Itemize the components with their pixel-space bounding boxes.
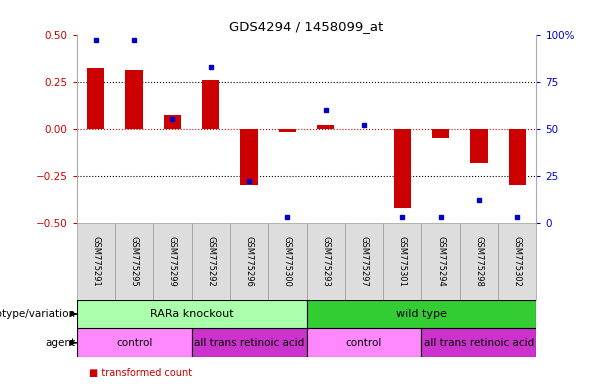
Bar [383,223,422,300]
Bar [126,70,143,129]
Bar [317,125,334,129]
Bar [432,129,449,138]
Bar [345,223,383,300]
Text: GSM775302: GSM775302 [512,236,522,286]
Text: RARa knockout: RARa knockout [150,309,234,319]
Text: all trans retinoic acid: all trans retinoic acid [424,338,534,348]
Text: genotype/variation: genotype/variation [0,309,76,319]
Bar [191,328,306,357]
Text: all trans retinoic acid: all trans retinoic acid [194,338,304,348]
Text: GSM775293: GSM775293 [321,236,330,286]
Bar [202,80,219,129]
Bar [87,68,104,129]
Text: GSM775300: GSM775300 [283,236,292,286]
Text: GSM775295: GSM775295 [129,236,139,286]
Bar [240,129,257,185]
Bar [164,116,181,129]
Text: ■ transformed count: ■ transformed count [89,368,192,378]
Bar [115,223,153,300]
Bar [422,328,536,357]
Bar [230,223,268,300]
Bar [460,223,498,300]
Bar [509,129,526,185]
Bar [77,328,191,357]
Bar [306,223,345,300]
Bar [470,129,487,162]
Bar [498,223,536,300]
Bar [306,300,536,328]
Bar [268,223,306,300]
Bar [306,328,422,357]
Text: GSM775291: GSM775291 [91,236,101,286]
Text: agent: agent [46,338,76,348]
Bar [77,223,115,300]
Text: control: control [116,338,152,348]
Text: GSM775299: GSM775299 [168,236,177,286]
Bar [279,129,296,132]
Text: GSM775292: GSM775292 [206,236,215,286]
Bar [422,223,460,300]
Text: wild type: wild type [396,309,447,319]
Text: GSM775296: GSM775296 [245,236,254,286]
Text: GSM775301: GSM775301 [398,236,407,286]
Title: GDS4294 / 1458099_at: GDS4294 / 1458099_at [229,20,384,33]
Bar [77,300,306,328]
Text: GSM775298: GSM775298 [474,236,484,286]
Bar [153,223,191,300]
Text: control: control [346,338,382,348]
Bar [191,223,230,300]
Text: GSM775297: GSM775297 [359,236,368,286]
Bar [394,129,411,208]
Text: GSM775294: GSM775294 [436,236,445,286]
